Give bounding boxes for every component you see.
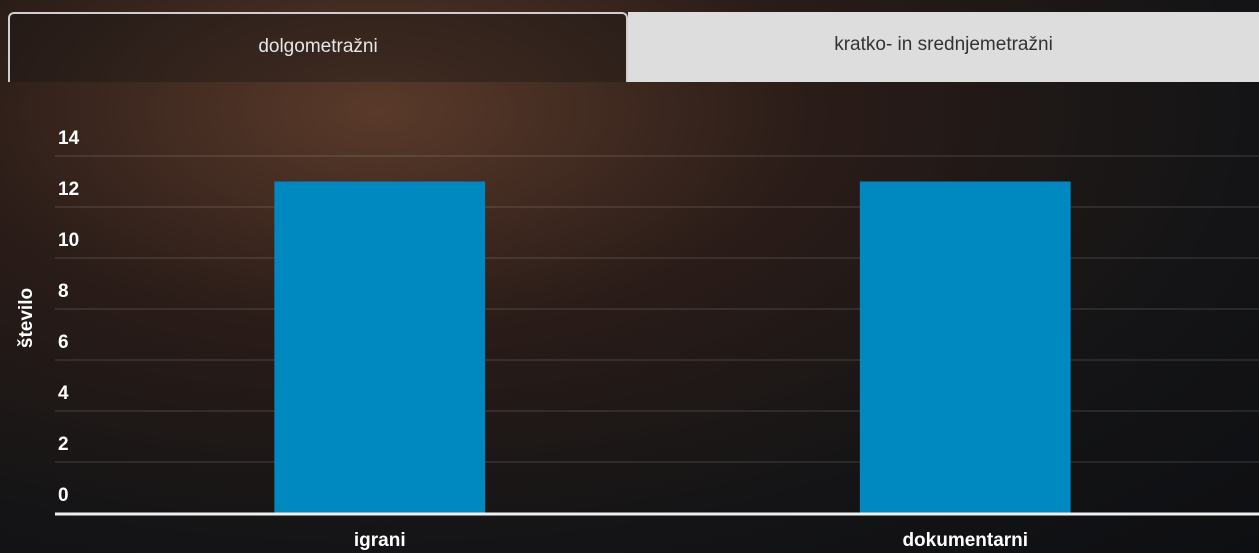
y-axis-label: število <box>16 288 37 348</box>
bar <box>859 181 1071 513</box>
bar <box>274 181 486 513</box>
y-tick-label: 10 <box>58 230 79 251</box>
x-tick-label: igrani <box>354 530 406 551</box>
y-tick-label: 14 <box>58 128 80 149</box>
x-tick-label: dokumentarni <box>902 530 1028 551</box>
y-tick-label: 4 <box>58 383 69 404</box>
y-tick-label: 6 <box>58 332 69 353</box>
y-tick-label: 8 <box>58 281 69 302</box>
y-tick-label: 0 <box>58 485 69 506</box>
tab[interactable]: kratko- in srednjemetražni <box>628 12 1259 82</box>
y-tick-label: 2 <box>58 434 69 455</box>
tab[interactable]: dolgometražni <box>8 12 628 82</box>
y-tick-label: 12 <box>58 179 79 200</box>
